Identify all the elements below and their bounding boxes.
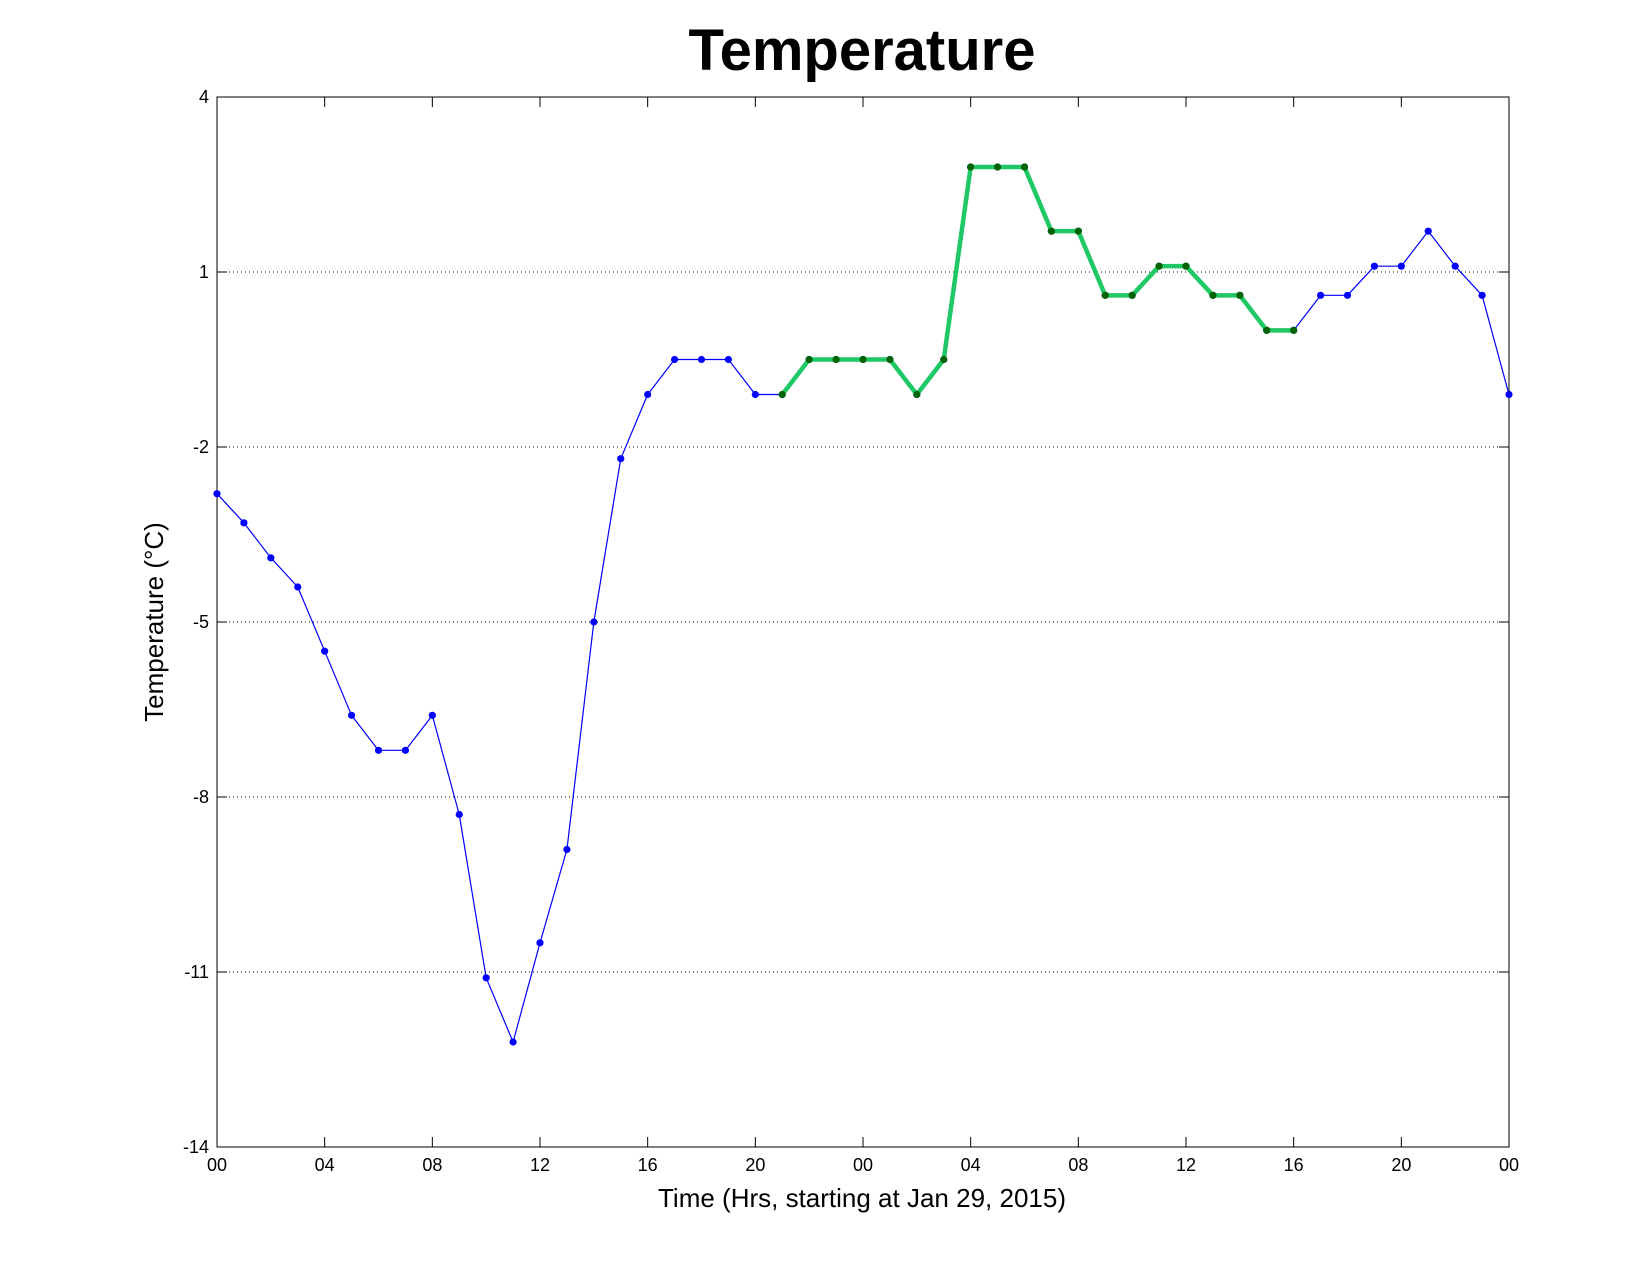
x-tick-label: 20 (1391, 1155, 1411, 1175)
x-tick-label: 04 (961, 1155, 981, 1175)
gridlines (217, 271, 1509, 973)
x-tick-label: 00 (1499, 1155, 1519, 1175)
y-axis-label: Temperature (°C) (139, 522, 169, 722)
x-tick-labels: 00 04 08 12 16 20 00 04 08 12 16 20 00 (207, 1155, 1519, 1175)
highlight-data-point (1047, 227, 1056, 235)
main-data-point (1478, 291, 1486, 299)
main-data-point (724, 355, 733, 364)
highlight-data-point (913, 390, 921, 399)
y-tick-labels: -14 -11 -8 -5 -2 1 4 (183, 87, 209, 1157)
main-data-point (509, 1038, 517, 1046)
x-tick-label: 08 (422, 1155, 442, 1175)
main-data-point (294, 583, 302, 591)
x-tick-label: 04 (315, 1155, 335, 1175)
highlight-data-point (1020, 163, 1029, 171)
highlight-series-line (780, 164, 1296, 397)
highlight-data-point (1209, 291, 1217, 299)
main-data-point (213, 490, 221, 498)
x-tick-label: 16 (638, 1155, 658, 1175)
highlight-data-point (886, 355, 894, 364)
main-data-point (563, 845, 571, 854)
main-data-point (482, 974, 490, 982)
main-data-point (1343, 291, 1352, 299)
highlight-data-point (805, 355, 813, 364)
y-tick-label: 4 (199, 87, 209, 107)
main-data-point (428, 711, 436, 719)
series-highlight (778, 163, 1298, 399)
x-tick-label: 00 (853, 1155, 873, 1175)
highlight-data-point (1128, 291, 1136, 299)
chart-title: Temperature (688, 18, 1035, 83)
highlight-data-point (1182, 262, 1190, 270)
highlight-data-point (1155, 262, 1163, 270)
y-tick-label: -8 (193, 787, 209, 807)
main-data-point (240, 519, 248, 527)
x-axis-label: Time (Hrs, starting at Jan 29, 2015) (658, 1183, 1066, 1213)
x-tick-label: 12 (1176, 1155, 1196, 1175)
main-data-point (455, 810, 463, 819)
x-tick-label: 08 (1068, 1155, 1088, 1175)
x-tick-label: 00 (207, 1155, 227, 1175)
main-data-point (751, 390, 759, 399)
highlight-data-point (1236, 291, 1244, 299)
main-data-point (536, 939, 544, 947)
main-data-point (670, 355, 679, 364)
highlight-data-point (967, 163, 975, 171)
main-data-point (617, 455, 625, 463)
x-tick-label: 20 (745, 1155, 765, 1175)
main-data-point (697, 355, 706, 364)
y-tick-label: 1 (199, 262, 209, 282)
main-data-point (347, 711, 356, 719)
main-data-point (644, 390, 652, 399)
highlight-data-point (778, 390, 786, 399)
main-data-point (590, 618, 598, 626)
main-data-point (374, 746, 383, 754)
highlight-data-point (1074, 227, 1082, 235)
main-data-point (1424, 227, 1432, 235)
main-data-point (401, 746, 410, 754)
y-tick-label: -2 (193, 437, 209, 457)
plot-frame (216, 96, 1510, 1148)
main-data-point (267, 554, 275, 562)
highlight-data-point (1290, 326, 1298, 334)
main-data-point (1505, 390, 1513, 399)
y-tick-label: -5 (193, 612, 209, 632)
y-tick-label: -11 (184, 962, 209, 982)
x-tick-label: 16 (1284, 1155, 1304, 1175)
x-tick-label: 12 (530, 1155, 550, 1175)
highlight-data-point (859, 355, 867, 364)
main-data-point (1316, 291, 1325, 299)
highlight-data-point (940, 355, 948, 364)
main-data-point (1370, 262, 1379, 270)
main-data-point (321, 647, 329, 655)
main-data-point (1397, 262, 1405, 270)
highlight-data-point (1101, 291, 1109, 299)
highlight-data-point (1263, 326, 1271, 334)
highlight-data-point (832, 355, 840, 364)
main-data-point (1451, 262, 1459, 270)
highlight-data-point (993, 163, 1002, 171)
y-tick-label: -14 (183, 1137, 209, 1157)
